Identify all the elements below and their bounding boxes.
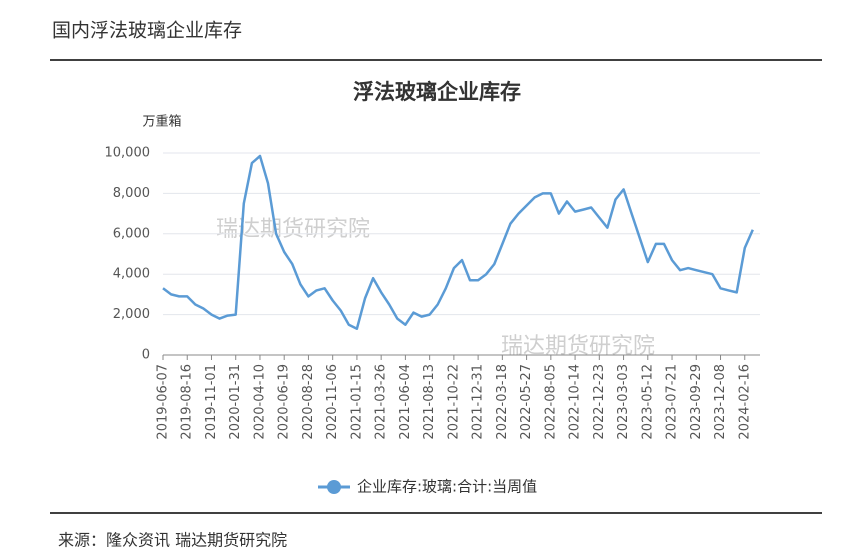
x-tick-label: 2021-10-22 xyxy=(446,364,461,440)
watermark: 瑞达期货研究院 xyxy=(216,217,370,242)
x-tick-label: 2020-01-31 xyxy=(228,364,243,440)
x-tick-label: 2023-05-12 xyxy=(640,364,655,440)
y-tick-label: 10,000 xyxy=(105,146,151,161)
data-line xyxy=(162,154,754,330)
x-tick-label: 2021-03-26 xyxy=(374,364,389,440)
x-tick-label: 2024-02-16 xyxy=(737,364,752,440)
x-tick-label: 2023-07-21 xyxy=(665,364,680,440)
y-axis-label: 万重箱 xyxy=(142,114,181,130)
y-tick-label: 6,000 xyxy=(113,226,150,241)
x-tick-label: 2020-04-10 xyxy=(252,364,267,440)
x-tick-label: 2021-01-15 xyxy=(349,364,364,440)
x-tick-label: 2019-06-07 xyxy=(156,364,171,440)
x-tick-label: 2021-12-31 xyxy=(471,364,486,440)
x-tick-label: 2020-06-19 xyxy=(277,364,292,440)
x-tick-label: 2022-05-27 xyxy=(519,364,534,440)
legend-marker xyxy=(327,480,341,494)
y-tick-label: 2,000 xyxy=(113,307,150,322)
x-tick-label: 2019-08-16 xyxy=(180,364,195,440)
x-tick-label: 2021-06-04 xyxy=(398,364,413,440)
y-tick-label: 4,000 xyxy=(113,267,150,282)
page-title: 国内浮法玻璃企业库存 xyxy=(52,20,242,42)
x-tick-label: 2023-09-29 xyxy=(689,364,704,440)
x-tick-label: 2022-08-05 xyxy=(543,364,558,440)
x-tick-label: 2020-11-06 xyxy=(325,364,340,440)
source: 来源：隆众资讯 瑞达期货研究院 xyxy=(58,531,287,550)
chart-title: 浮法玻璃企业库存 xyxy=(353,80,521,104)
x-tick-label: 2022-12-23 xyxy=(592,364,607,440)
y-tick-label: 8,000 xyxy=(113,186,150,201)
x-tick-label: 2022-10-14 xyxy=(568,364,583,440)
x-tick-label: 2023-12-08 xyxy=(713,364,728,440)
x-tick-label: 2022-03-18 xyxy=(495,364,510,440)
legend-label: 企业库存:玻璃:合计:当周值 xyxy=(357,478,537,496)
x-tick-label: 2019-11-01 xyxy=(204,364,219,440)
x-tick-label: 2020-08-28 xyxy=(301,364,316,440)
x-tick-label: 2021-08-13 xyxy=(422,364,437,440)
y-tick-label: 0 xyxy=(142,348,150,363)
x-tick-label: 2023-03-03 xyxy=(616,364,631,440)
